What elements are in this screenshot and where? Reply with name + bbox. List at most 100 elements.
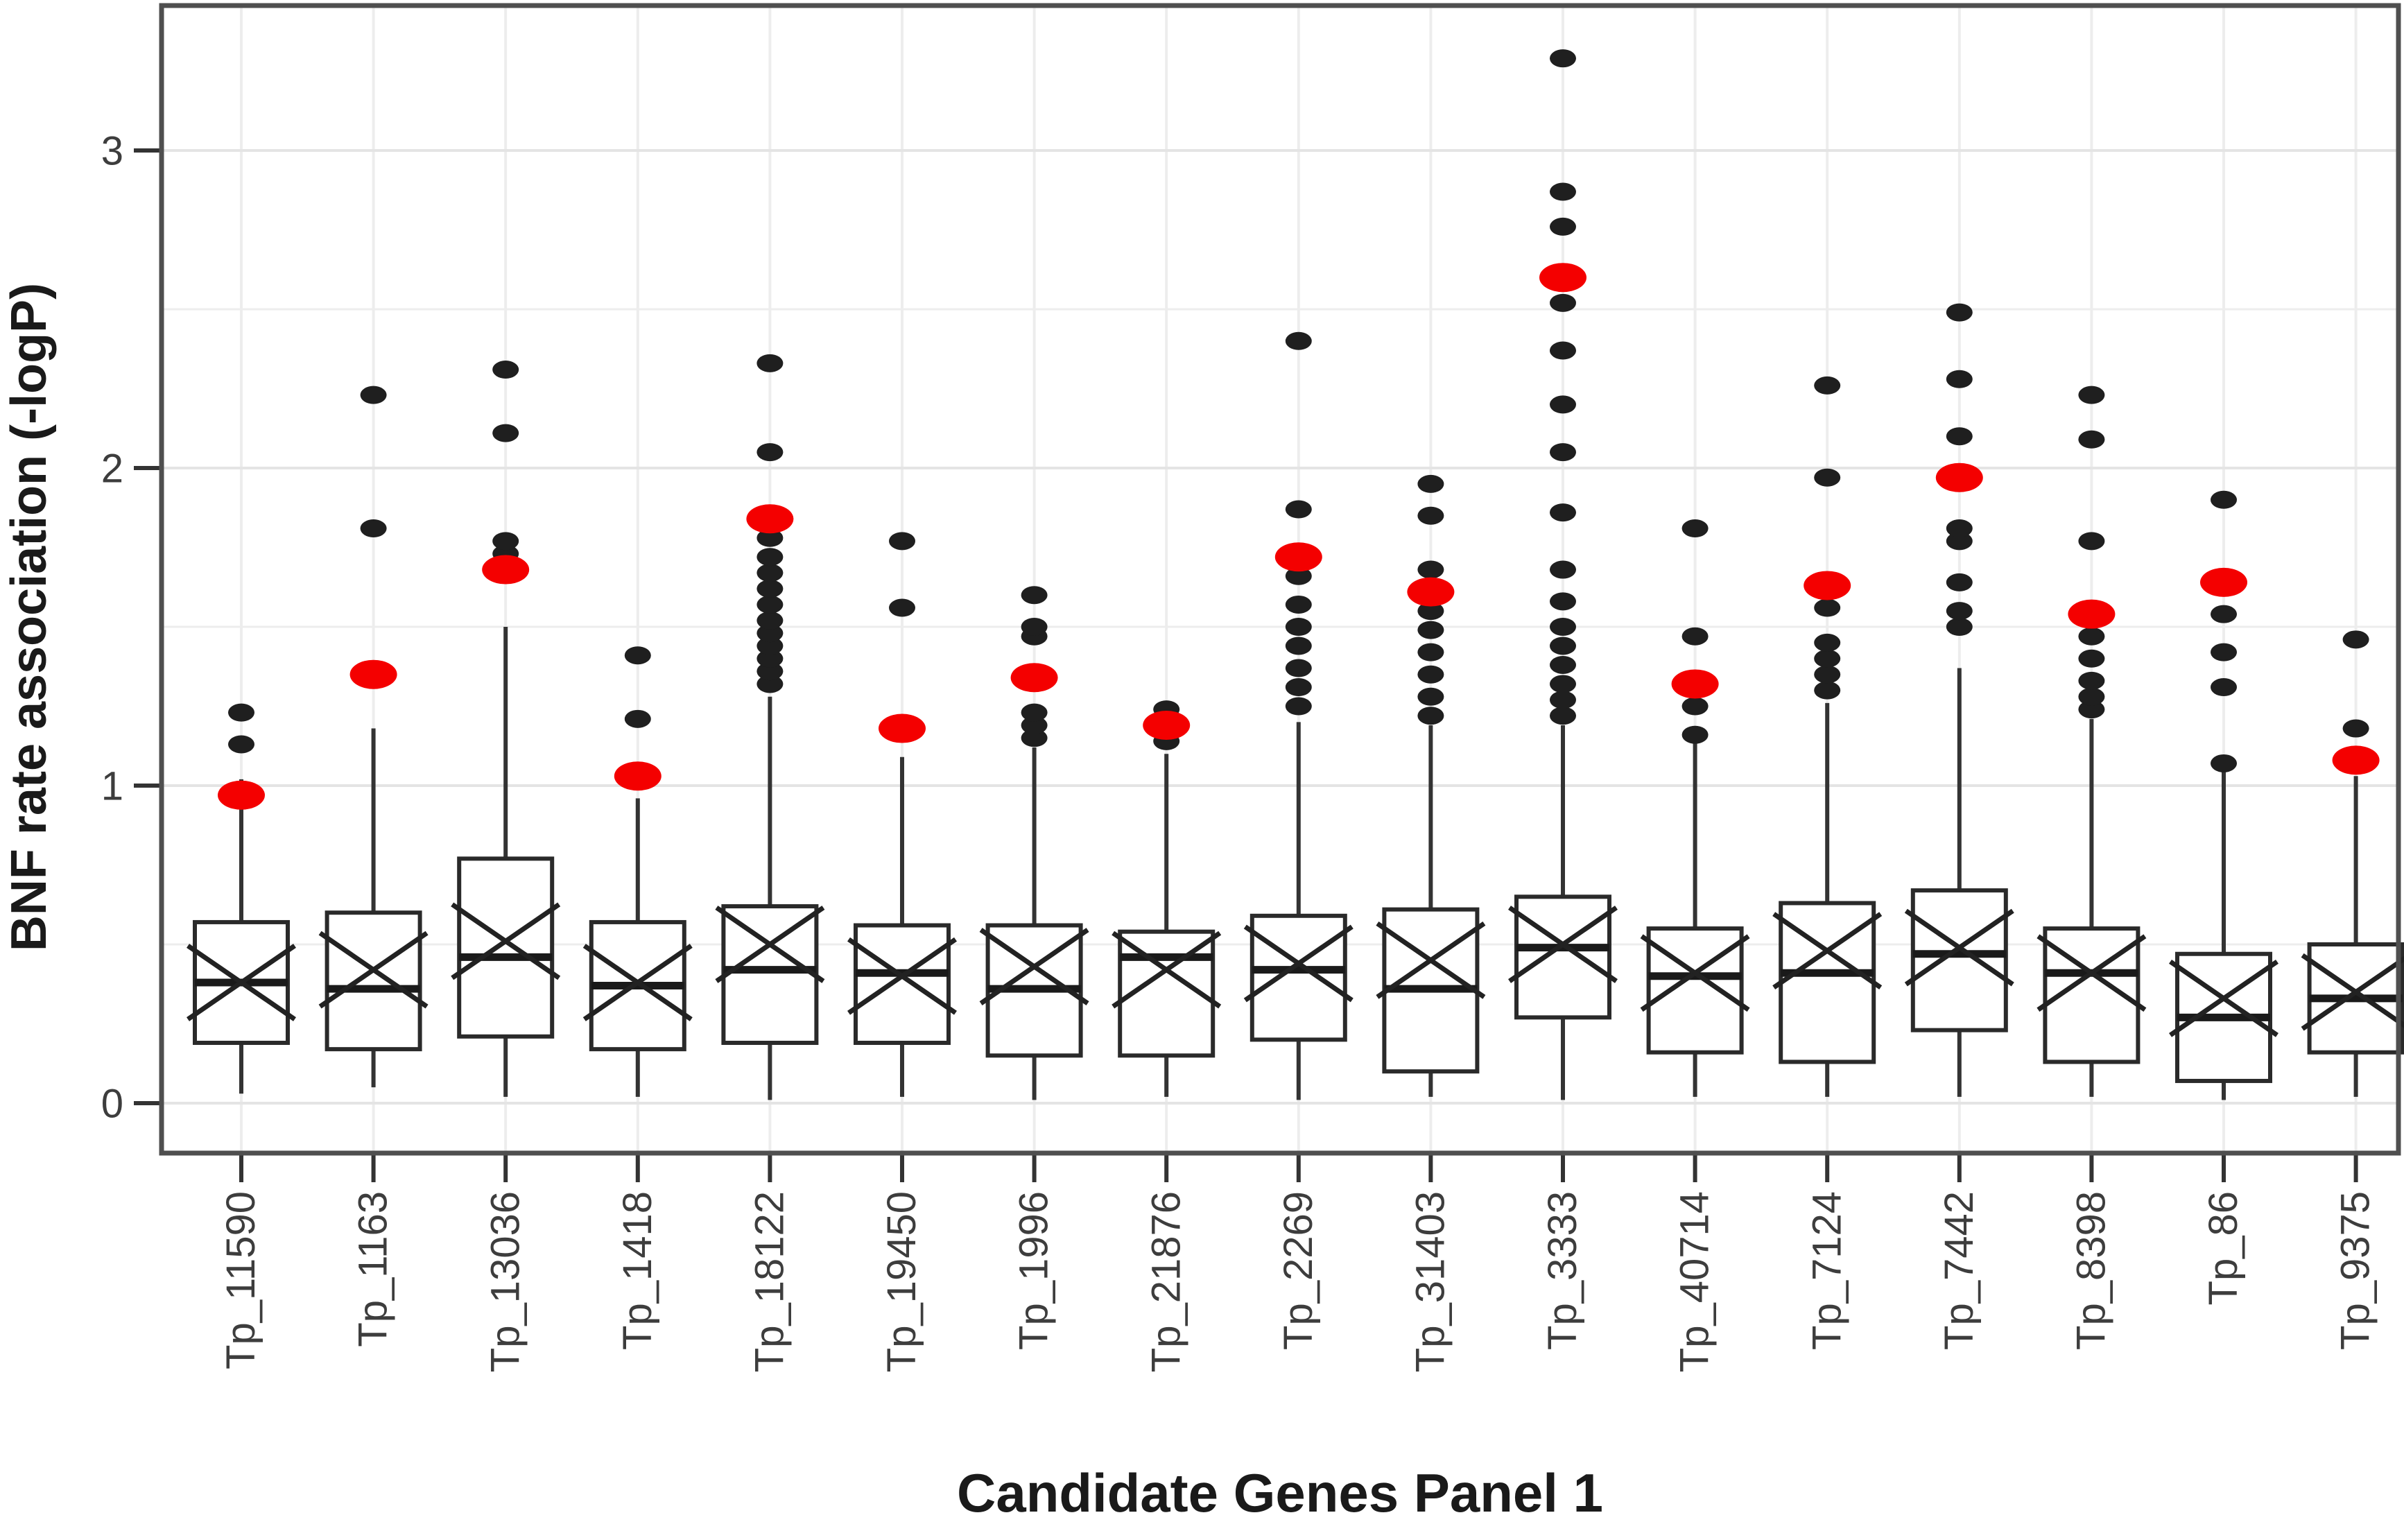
- iqr-box: [1514, 894, 1611, 1020]
- outlier-dot: [1417, 707, 1444, 725]
- outlier-dot: [1021, 716, 1048, 734]
- mean-x-marker: [2301, 953, 2404, 1028]
- outlier-dot: [1550, 655, 1576, 674]
- outlier-dot: [1681, 725, 1709, 744]
- mean-x-marker: [1508, 906, 1618, 983]
- x-tick-label: Tp_7442: [1937, 1191, 1982, 1350]
- outlier-dot: [1550, 707, 1576, 725]
- outlier-dot: [889, 598, 915, 617]
- outlier-dot: [756, 649, 784, 668]
- outlier-dot: [2211, 605, 2237, 623]
- y-tick-label: 1: [101, 763, 123, 808]
- outlier-dot: [756, 528, 784, 547]
- outlier-dot: [756, 595, 784, 614]
- outlier-dot: [1946, 519, 1973, 538]
- mean-x-marker: [1112, 931, 1222, 1009]
- x-tick-label: Tp_31403: [1408, 1191, 1453, 1372]
- boxplot-group: [847, 532, 957, 1097]
- boxplot-group: [1376, 474, 1486, 1097]
- x-tick-label: Tp_9375: [2333, 1191, 2378, 1350]
- boxplot-group: [2301, 630, 2404, 1097]
- x-tick-label: Tp_8398: [2069, 1191, 2114, 1350]
- x-tick-label: Tp_40714: [1672, 1191, 1718, 1372]
- outlier-dot: [1946, 573, 1973, 591]
- x-tick-label: Tp_86: [2201, 1191, 2246, 1305]
- outlier-dot: [360, 386, 387, 404]
- outlier-dot: [1946, 618, 1973, 636]
- outlier-dot: [1417, 506, 1444, 525]
- outlier-dot: [2342, 630, 2369, 649]
- outlier-dot: [1417, 560, 1444, 579]
- outlier-dot: [1021, 729, 1048, 747]
- red-observed-dot: [349, 659, 397, 689]
- outlier-dot: [1417, 474, 1444, 493]
- outlier-dot: [1814, 649, 1841, 668]
- outlier-dot: [1946, 303, 1973, 322]
- outlier-dot: [2078, 649, 2105, 668]
- outlier-dot: [2078, 671, 2105, 690]
- outlier-dot: [1550, 618, 1576, 636]
- outlier-dot: [1285, 595, 1312, 614]
- outlier-dot: [228, 735, 254, 754]
- outlier-dot: [1550, 637, 1576, 655]
- mean-x-marker: [1904, 908, 2014, 987]
- outlier-dot: [1814, 665, 1841, 684]
- mean-x-marker: [451, 902, 561, 980]
- red-observed-dot: [879, 713, 926, 743]
- red-observed-dot: [1274, 542, 1322, 572]
- outlier-dot: [2211, 490, 2237, 509]
- outlier-dot: [756, 443, 784, 462]
- outlier-dot: [756, 548, 784, 566]
- y-tick-label: 2: [101, 446, 123, 491]
- outlier-dot: [2078, 386, 2105, 404]
- iqr-box: [1910, 888, 2008, 1032]
- outlier-dot: [1550, 443, 1576, 462]
- iqr-box: [721, 904, 819, 1045]
- outlier-dot: [1417, 687, 1444, 706]
- mean-x-marker: [847, 937, 957, 1015]
- boxplot-group: [979, 586, 1089, 1100]
- outlier-dot: [1417, 621, 1444, 639]
- red-observed-dot: [1671, 669, 1719, 699]
- boxplot-group: [582, 646, 693, 1097]
- mean-x-marker: [318, 931, 429, 1009]
- boxplots: [187, 49, 2404, 1100]
- outlier-dot: [1285, 618, 1312, 636]
- boxplot-group: [187, 703, 296, 1094]
- x-tick-label: Tp_1163: [351, 1191, 396, 1347]
- outlier-dot: [1814, 376, 1841, 395]
- outlier-dot: [1550, 293, 1576, 312]
- boxplot-group: [2037, 386, 2147, 1097]
- mean-x-marker: [582, 944, 693, 1021]
- outlier-dot: [1550, 675, 1576, 693]
- outlier-dot: [1550, 341, 1576, 360]
- outlier-dot: [756, 662, 784, 681]
- x-tick-label: Tp_3333: [1540, 1191, 1585, 1350]
- outlier-dot: [2211, 643, 2237, 661]
- boxplot-group: [1904, 303, 2014, 1097]
- iqr-box: [854, 923, 951, 1045]
- x-tick-label: Tp_11590: [218, 1191, 263, 1369]
- boxplot-group: [1243, 331, 1354, 1100]
- outlier-dot: [492, 532, 519, 551]
- outlier-dot: [2211, 754, 2237, 772]
- outlier-dot: [1946, 602, 1973, 621]
- x-tick-label: Tp_1418: [615, 1191, 660, 1350]
- red-observed-dot: [218, 780, 265, 810]
- x-tick-label: Tp_21876: [1143, 1191, 1188, 1372]
- boxplot-group: [451, 361, 561, 1097]
- red-observed-dot: [1143, 710, 1191, 740]
- outlier-dot: [1285, 659, 1312, 677]
- mean-x-marker: [1772, 912, 1883, 990]
- iqr-box: [325, 910, 422, 1052]
- boxplot-group: [715, 354, 825, 1100]
- mean-x-marker: [1243, 924, 1354, 1003]
- outlier-dot: [1550, 182, 1576, 201]
- outlier-dot: [1814, 468, 1841, 487]
- mean-x-marker: [2037, 934, 2147, 1012]
- outlier-dot: [756, 675, 784, 693]
- red-observed-dot: [746, 504, 794, 534]
- red-observed-dot: [1407, 577, 1455, 607]
- outlier-dot: [1946, 370, 1973, 388]
- outlier-dot: [492, 361, 519, 379]
